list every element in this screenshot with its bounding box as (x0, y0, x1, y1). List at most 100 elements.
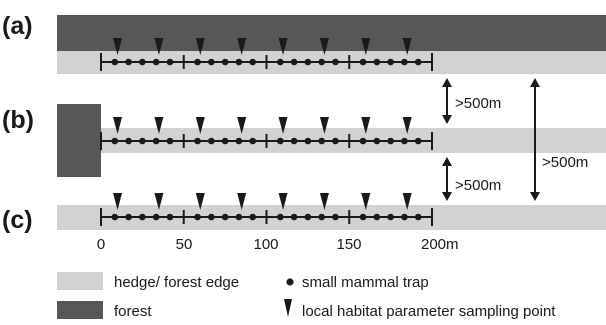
trap-dot (401, 58, 408, 66)
trap-dot (401, 213, 408, 221)
distance-arrow-b-c (442, 157, 452, 201)
sampling-point-triangle (113, 193, 123, 210)
trap-dot (208, 58, 215, 66)
trap-dot (208, 137, 215, 145)
trap-dot (332, 137, 339, 145)
sampling-point-triangle (195, 117, 205, 134)
trap-dot (387, 213, 394, 221)
arrow-head-down (530, 192, 540, 201)
legend-forest-label: forest (114, 303, 152, 320)
trap-dot (139, 58, 146, 66)
trap-dot (166, 58, 174, 66)
trap-dot (221, 137, 229, 145)
distance-label-a-c: >500m (542, 154, 588, 171)
trap-dot (194, 213, 201, 221)
trap-dot (166, 137, 174, 145)
sampling-point-triangle (237, 193, 247, 210)
sampling-point-triangle (154, 117, 164, 134)
sampling-point-triangle (113, 38, 123, 55)
forest-block-b (57, 104, 101, 177)
axis-tick-50: 50 (176, 236, 193, 253)
panel-label-a: (a) (2, 12, 33, 40)
trap-dot (332, 58, 339, 66)
legend-hedge-swatch (57, 272, 103, 290)
trap-dot (221, 58, 229, 66)
trap-dot (139, 213, 146, 221)
trap-dot (249, 58, 257, 66)
arrow-head-up (442, 78, 452, 87)
trap-dot (387, 58, 394, 66)
trap-dot (318, 213, 325, 221)
distance-arrow-a-b (442, 78, 452, 124)
trap-dot (359, 137, 367, 145)
sampling-point-triangle (154, 38, 164, 55)
trap-dot (235, 213, 243, 221)
trap-dot (290, 58, 298, 66)
legend-hedge-label: hedge/ forest edge (114, 274, 239, 291)
sampling-point-triangle (319, 193, 329, 210)
trap-dot (249, 213, 257, 221)
forest-band-a (57, 15, 606, 51)
trap-dot (318, 137, 325, 145)
trap-dot (414, 137, 422, 145)
trap-dot (208, 213, 215, 221)
trap-dot (290, 213, 298, 221)
distance-label-b-c: >500m (455, 177, 501, 194)
trap-dot (332, 213, 339, 221)
legend-sampling-label: local habitat parameter sampling point (302, 303, 556, 320)
trap-dot (125, 137, 132, 145)
sampling-point-triangle (319, 38, 329, 55)
legend-sampling-triangle-icon (284, 299, 292, 317)
transect-b (100, 117, 433, 150)
trap-dot (414, 58, 422, 66)
trap-dot (235, 58, 243, 66)
sampling-point-triangle (361, 193, 371, 210)
sampling-point-triangle (319, 117, 329, 134)
distance-arrow-a-c (530, 78, 540, 201)
panel-label-c: (c) (2, 206, 33, 234)
sampling-point-triangle (278, 38, 288, 55)
trap-dot (414, 213, 422, 221)
trap-dot (387, 137, 394, 145)
axis-tick-0: 0 (97, 236, 105, 253)
legend-trap-dot-icon (286, 278, 294, 286)
arrow-head-up (442, 157, 452, 166)
trap-dot (152, 137, 160, 145)
trap-dot (111, 137, 119, 145)
trap-dot (304, 213, 312, 221)
sampling-point-triangle (402, 117, 412, 134)
trap-dot (373, 137, 381, 145)
axis-tick-100: 100 (253, 236, 278, 253)
arrow-head-down (442, 115, 452, 124)
trap-dot (359, 58, 367, 66)
sampling-point-triangle (361, 38, 371, 55)
trap-dot (373, 213, 381, 221)
arrow-head-up (530, 78, 540, 87)
arrow-head-down (442, 192, 452, 201)
trap-dot (276, 213, 284, 221)
trap-dot (290, 137, 298, 145)
trap-dot (152, 58, 160, 66)
sampling-point-triangle (113, 117, 123, 134)
trap-dot (111, 58, 119, 66)
distance-arrows (442, 78, 540, 201)
trap-dot (125, 213, 132, 221)
axis-tick-200m: 200m (421, 236, 459, 253)
trap-dot (359, 213, 367, 221)
transect-c (100, 193, 433, 226)
trap-dot (111, 213, 119, 221)
trap-dot (276, 58, 284, 66)
trap-dot (318, 58, 325, 66)
distance-label-a-b: >500m (455, 95, 501, 112)
sampling-point-triangle (278, 193, 288, 210)
sampling-point-triangle (402, 38, 412, 55)
trap-dot (194, 58, 201, 66)
sampling-point-triangle (154, 193, 164, 210)
trap-dot (125, 58, 132, 66)
transect-a (100, 38, 433, 71)
legend-forest-swatch (57, 301, 103, 319)
trap-dot (235, 137, 243, 145)
axis-tick-150: 150 (336, 236, 361, 253)
